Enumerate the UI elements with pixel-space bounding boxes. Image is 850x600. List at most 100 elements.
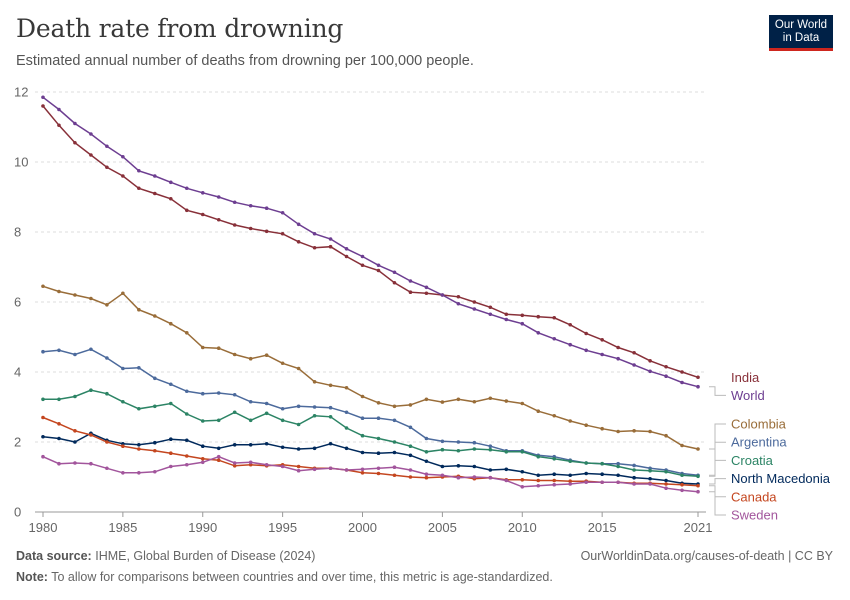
- point-world[interactable]: [376, 263, 381, 268]
- point-colombia[interactable]: [216, 346, 221, 351]
- point-sweden[interactable]: [89, 461, 93, 466]
- point-sweden[interactable]: [424, 472, 429, 477]
- label-colombia[interactable]: Colombia: [709, 417, 787, 450]
- series-argentina[interactable]: [41, 347, 700, 478]
- point-sweden[interactable]: [137, 471, 141, 475]
- point-north-macedonia[interactable]: [57, 436, 61, 441]
- point-sweden[interactable]: [200, 460, 205, 465]
- point-argentina[interactable]: [232, 392, 237, 397]
- point-india[interactable]: [664, 364, 668, 369]
- point-north-macedonia[interactable]: [328, 441, 333, 446]
- point-world[interactable]: [472, 307, 477, 311]
- label-world[interactable]: World: [709, 386, 765, 403]
- point-india[interactable]: [89, 153, 93, 157]
- point-north-macedonia[interactable]: [632, 475, 636, 480]
- point-sweden[interactable]: [121, 471, 125, 475]
- point-croatia[interactable]: [392, 440, 397, 444]
- point-india[interactable]: [168, 196, 173, 201]
- point-sweden[interactable]: [312, 467, 317, 472]
- point-india[interactable]: [568, 322, 573, 327]
- point-india[interactable]: [328, 244, 333, 249]
- point-india[interactable]: [520, 313, 525, 318]
- point-colombia[interactable]: [504, 399, 509, 403]
- series-label-india[interactable]: India: [731, 370, 760, 385]
- label-india[interactable]: India: [731, 370, 760, 385]
- point-canada[interactable]: [552, 478, 557, 483]
- point-canada[interactable]: [568, 479, 573, 484]
- point-canada[interactable]: [89, 433, 93, 437]
- point-colombia[interactable]: [41, 284, 45, 289]
- point-argentina[interactable]: [488, 444, 493, 449]
- point-colombia[interactable]: [296, 366, 301, 371]
- point-world[interactable]: [536, 331, 541, 335]
- point-croatia[interactable]: [376, 436, 381, 441]
- point-colombia[interactable]: [696, 447, 700, 451]
- point-argentina[interactable]: [89, 347, 93, 352]
- point-world[interactable]: [424, 285, 429, 290]
- point-world[interactable]: [248, 203, 253, 208]
- point-canada[interactable]: [137, 447, 141, 451]
- point-north-macedonia[interactable]: [264, 441, 269, 446]
- point-croatia[interactable]: [360, 433, 365, 438]
- point-india[interactable]: [632, 350, 636, 355]
- point-sweden[interactable]: [440, 473, 445, 478]
- point-croatia[interactable]: [153, 404, 157, 409]
- point-north-macedonia[interactable]: [296, 447, 301, 451]
- point-croatia[interactable]: [408, 444, 413, 449]
- point-colombia[interactable]: [200, 345, 205, 350]
- point-north-macedonia[interactable]: [312, 446, 317, 451]
- point-canada[interactable]: [408, 475, 413, 479]
- point-croatia[interactable]: [632, 468, 636, 472]
- point-sweden[interactable]: [552, 482, 557, 487]
- point-colombia[interactable]: [137, 307, 141, 312]
- source-text[interactable]: IHME, Global Burden of Disease (2024): [95, 549, 316, 563]
- point-india[interactable]: [248, 226, 253, 231]
- point-canada[interactable]: [184, 454, 189, 458]
- point-croatia[interactable]: [105, 391, 109, 396]
- point-world[interactable]: [312, 231, 317, 236]
- point-croatia[interactable]: [248, 418, 253, 423]
- point-colombia[interactable]: [456, 397, 461, 402]
- point-sweden[interactable]: [472, 475, 477, 479]
- point-argentina[interactable]: [73, 352, 77, 357]
- point-world[interactable]: [488, 312, 493, 317]
- point-world[interactable]: [456, 301, 461, 306]
- point-croatia[interactable]: [328, 415, 333, 419]
- point-croatia[interactable]: [568, 459, 573, 464]
- point-canada[interactable]: [153, 448, 157, 453]
- point-india[interactable]: [504, 312, 509, 317]
- point-sweden[interactable]: [600, 480, 604, 485]
- point-argentina[interactable]: [408, 425, 413, 430]
- point-croatia[interactable]: [456, 448, 461, 453]
- point-north-macedonia[interactable]: [376, 451, 381, 456]
- line-india[interactable]: [42, 105, 699, 379]
- point-sweden[interactable]: [248, 460, 253, 465]
- label-sweden[interactable]: Sweden: [709, 491, 778, 523]
- point-world[interactable]: [696, 384, 700, 389]
- point-world[interactable]: [216, 195, 221, 199]
- point-canada[interactable]: [105, 440, 109, 444]
- point-colombia[interactable]: [89, 296, 93, 301]
- point-india[interactable]: [137, 186, 141, 191]
- point-argentina[interactable]: [312, 405, 317, 409]
- point-croatia[interactable]: [280, 418, 285, 423]
- point-croatia[interactable]: [137, 406, 141, 411]
- point-sweden[interactable]: [664, 486, 668, 491]
- point-canada[interactable]: [200, 457, 205, 461]
- point-canada[interactable]: [168, 451, 173, 456]
- point-world[interactable]: [600, 352, 604, 357]
- point-croatia[interactable]: [536, 454, 541, 459]
- point-world[interactable]: [520, 321, 525, 326]
- point-north-macedonia[interactable]: [168, 437, 173, 442]
- point-sweden[interactable]: [216, 454, 221, 459]
- point-north-macedonia[interactable]: [232, 443, 237, 447]
- series-canada[interactable]: [41, 415, 700, 488]
- point-sweden[interactable]: [408, 468, 413, 472]
- point-india[interactable]: [536, 314, 541, 319]
- point-croatia[interactable]: [696, 474, 700, 479]
- point-sweden[interactable]: [584, 480, 588, 485]
- point-canada[interactable]: [121, 444, 125, 449]
- point-argentina[interactable]: [360, 416, 365, 421]
- point-north-macedonia[interactable]: [648, 476, 652, 481]
- point-north-macedonia[interactable]: [472, 464, 477, 469]
